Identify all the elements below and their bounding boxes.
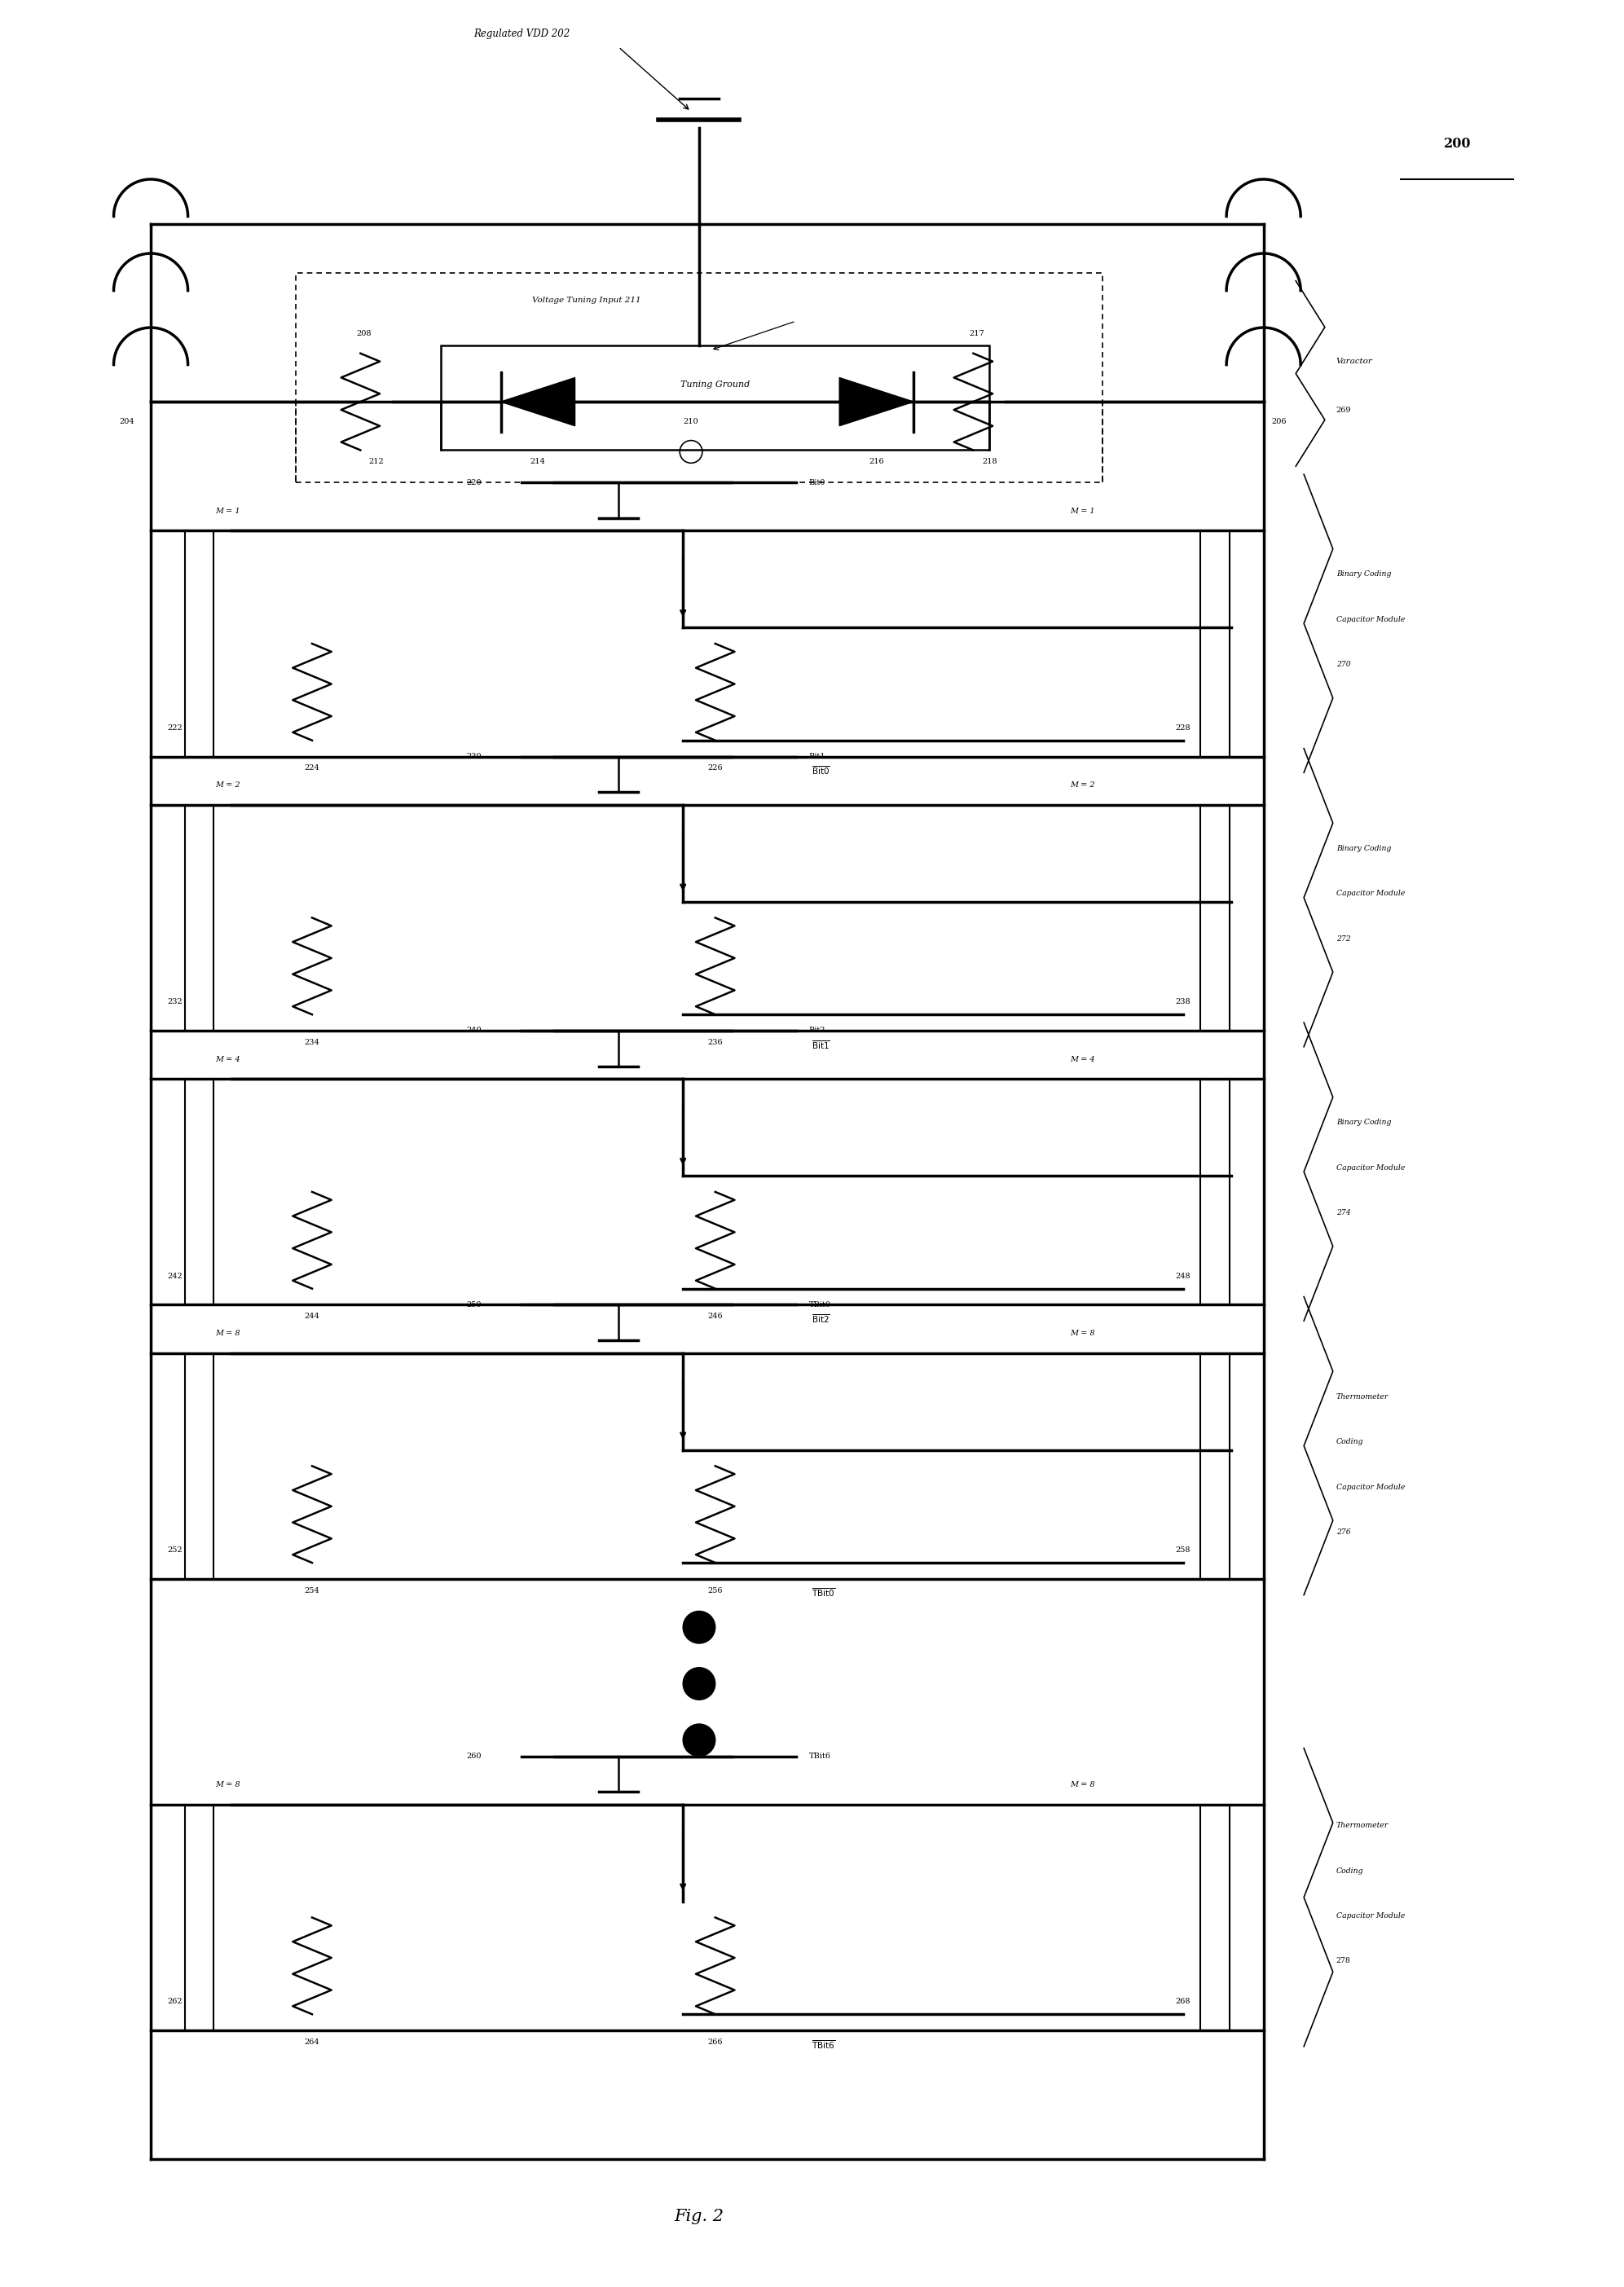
Text: 262: 262 <box>167 1999 182 2006</box>
Text: 224: 224 <box>304 764 320 773</box>
Text: 236: 236 <box>708 1038 723 1045</box>
Text: M = 1: M = 1 <box>1070 508 1095 515</box>
Text: Bit1: Bit1 <box>809 752 825 759</box>
Text: Varactor: Varactor <box>1337 357 1372 366</box>
Text: 242: 242 <box>167 1272 182 1281</box>
Text: 258: 258 <box>1176 1546 1190 1553</box>
Circle shape <box>684 1724 715 1756</box>
Text: 232: 232 <box>167 999 182 1006</box>
Text: 206: 206 <box>1272 419 1286 425</box>
Text: 266: 266 <box>708 2038 723 2047</box>
Circle shape <box>684 1610 715 1644</box>
Text: M = 2: M = 2 <box>216 782 240 789</box>
Text: TBit0: TBit0 <box>809 1301 831 1308</box>
Text: Thermometer: Thermometer <box>1337 1393 1389 1400</box>
Text: 208: 208 <box>356 329 372 336</box>
Text: M = 8: M = 8 <box>1070 1782 1095 1788</box>
Text: 210: 210 <box>684 419 698 425</box>
Text: 200: 200 <box>1444 137 1471 151</box>
Polygon shape <box>500 377 575 425</box>
Text: Capacitor Module: Capacitor Module <box>1337 1164 1405 1171</box>
Text: 268: 268 <box>1176 1999 1190 2006</box>
Text: Binary Coding: Binary Coding <box>1337 844 1392 853</box>
Text: $\overline{\mathrm{Bit0}}$: $\overline{\mathrm{Bit0}}$ <box>812 764 830 778</box>
Text: Regulated VDD 202: Regulated VDD 202 <box>474 27 570 39</box>
Text: Thermometer: Thermometer <box>1337 1823 1389 1830</box>
Text: 220: 220 <box>466 478 481 487</box>
Text: 230: 230 <box>466 752 481 759</box>
Text: M = 8: M = 8 <box>216 1782 240 1788</box>
Text: 234: 234 <box>304 1038 320 1045</box>
Circle shape <box>684 1667 715 1699</box>
Text: 260: 260 <box>466 1752 481 1761</box>
Text: Voltage Tuning Input 211: Voltage Tuning Input 211 <box>531 297 640 304</box>
Text: 218: 218 <box>983 457 997 467</box>
Text: 248: 248 <box>1176 1272 1190 1281</box>
Text: Coding: Coding <box>1337 1439 1364 1445</box>
Text: 256: 256 <box>708 1587 723 1594</box>
Text: 252: 252 <box>167 1546 182 1553</box>
Text: 240: 240 <box>466 1027 481 1034</box>
Text: 272: 272 <box>1337 935 1351 942</box>
Text: 222: 222 <box>167 725 182 732</box>
Text: Capacitor Module: Capacitor Module <box>1337 890 1405 897</box>
Text: 217: 217 <box>970 329 984 336</box>
Text: M = 4: M = 4 <box>1070 1057 1095 1063</box>
Text: 244: 244 <box>304 1313 320 1320</box>
Text: Tuning Ground: Tuning Ground <box>680 380 750 389</box>
Text: Binary Coding: Binary Coding <box>1337 1118 1392 1125</box>
Text: Bit0: Bit0 <box>809 478 825 487</box>
Text: 250: 250 <box>466 1301 481 1308</box>
Text: 238: 238 <box>1176 999 1190 1006</box>
Text: M = 2: M = 2 <box>1070 782 1095 789</box>
Text: 204: 204 <box>120 419 135 425</box>
Text: 269: 269 <box>1337 407 1351 414</box>
Text: Capacitor Module: Capacitor Module <box>1337 1484 1405 1491</box>
Text: Capacitor Module: Capacitor Module <box>1337 1912 1405 1919</box>
Polygon shape <box>840 377 914 425</box>
Text: 254: 254 <box>304 1587 320 1594</box>
Text: 226: 226 <box>708 764 723 773</box>
Text: 278: 278 <box>1337 1958 1351 1965</box>
Text: Fig. 2: Fig. 2 <box>674 2209 724 2223</box>
Text: Binary Coding: Binary Coding <box>1337 572 1392 579</box>
Text: $\overline{\mathrm{TBit6}}$: $\overline{\mathrm{TBit6}}$ <box>812 2038 836 2051</box>
Text: $\overline{\mathrm{Bit2}}$: $\overline{\mathrm{Bit2}}$ <box>812 1313 830 1324</box>
FancyBboxPatch shape <box>442 345 989 451</box>
Text: $\overline{\mathrm{TBit0}}$: $\overline{\mathrm{TBit0}}$ <box>812 1587 836 1599</box>
Text: M = 4: M = 4 <box>216 1057 240 1063</box>
Text: Coding: Coding <box>1337 1866 1364 1875</box>
Text: 274: 274 <box>1337 1210 1351 1217</box>
Text: 246: 246 <box>708 1313 723 1320</box>
Text: 276: 276 <box>1337 1528 1351 1537</box>
Text: $\overline{\mathrm{Bit1}}$: $\overline{\mathrm{Bit1}}$ <box>812 1038 830 1050</box>
Text: M = 8: M = 8 <box>216 1329 240 1338</box>
Text: 270: 270 <box>1337 661 1351 668</box>
Text: Bit2: Bit2 <box>809 1027 825 1034</box>
Text: 212: 212 <box>369 457 385 467</box>
Text: M = 1: M = 1 <box>216 508 240 515</box>
Text: 214: 214 <box>529 457 546 467</box>
Text: 228: 228 <box>1176 725 1190 732</box>
Text: 216: 216 <box>869 457 883 467</box>
Text: 264: 264 <box>304 2038 320 2047</box>
Text: Capacitor Module: Capacitor Module <box>1337 615 1405 622</box>
Text: M = 8: M = 8 <box>1070 1329 1095 1338</box>
Text: TBit6: TBit6 <box>809 1752 831 1761</box>
